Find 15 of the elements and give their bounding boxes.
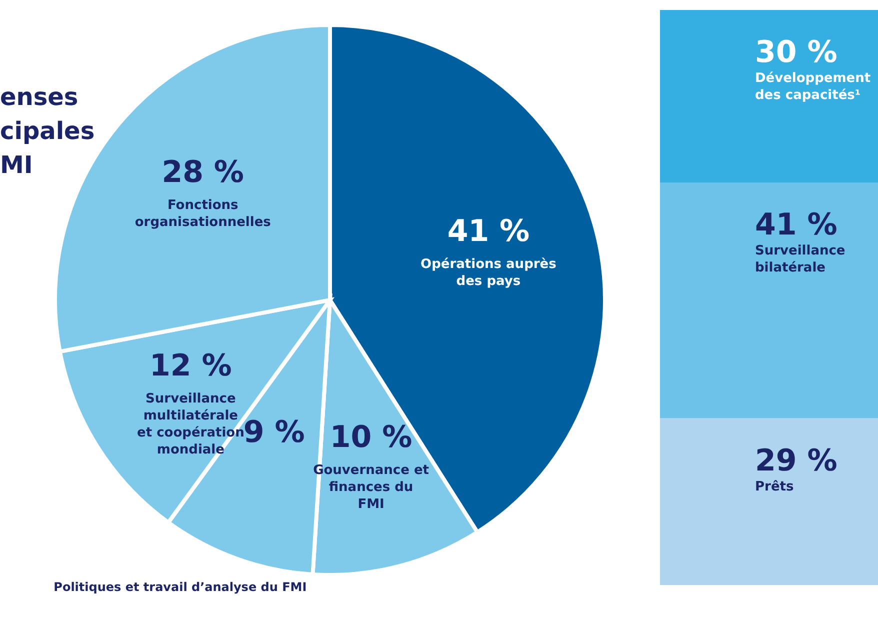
- data-label: 41 %: [755, 208, 838, 242]
- series-label: Développement des capacités¹: [755, 71, 871, 103]
- slice-label: Opérations auprès des pays: [420, 256, 557, 289]
- slice-label: Fonctions organisationnelles: [134, 198, 272, 230]
- data-label: 28 %: [162, 154, 244, 190]
- data-label: 29 %: [755, 443, 838, 478]
- data-label: 9 %: [243, 415, 305, 450]
- data-label: 41 %: [447, 214, 530, 249]
- series-label: Prêts: [755, 479, 794, 494]
- series-label: Surveillance bilatérale: [755, 244, 846, 276]
- slice-label: Politiques et travail d’analyse du FMI: [54, 580, 307, 594]
- data-label: 12 %: [150, 348, 232, 384]
- text: enses cipales MI: [0, 82, 95, 181]
- data-label: 10 %: [330, 420, 412, 455]
- data-label: 30 %: [755, 35, 838, 70]
